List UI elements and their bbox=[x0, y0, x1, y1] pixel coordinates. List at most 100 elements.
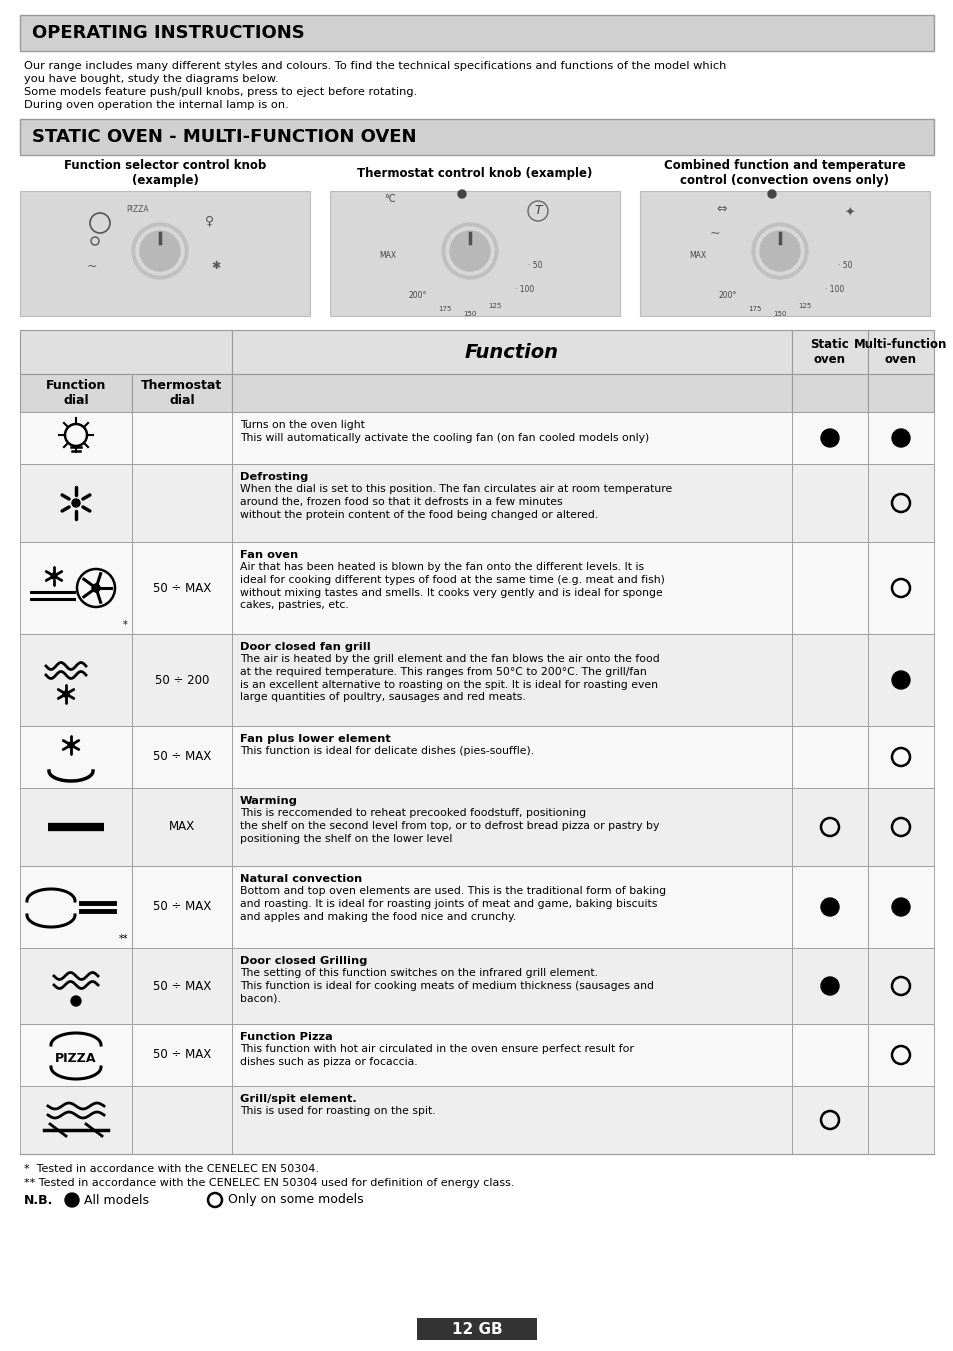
Text: MAX: MAX bbox=[169, 820, 194, 834]
Bar bbox=[132, 1024, 232, 1086]
Text: OPERATING INSTRUCTIONS: OPERATING INSTRUCTIONS bbox=[32, 24, 304, 42]
Circle shape bbox=[891, 898, 909, 916]
Bar bbox=[791, 1086, 867, 1154]
Bar bbox=[132, 1086, 232, 1154]
Text: The air is heated by the grill element and the fan blows the air onto the food
a: The air is heated by the grill element a… bbox=[240, 654, 659, 703]
Text: This is used for roasting on the spit.: This is used for roasting on the spit. bbox=[240, 1106, 436, 1116]
Text: All models: All models bbox=[84, 1193, 149, 1206]
Text: Thermostat control knob (example): Thermostat control knob (example) bbox=[357, 168, 592, 180]
Bar bbox=[232, 330, 791, 374]
Text: Bottom and top oven elements are used. This is the traditional form of baking
an: Bottom and top oven elements are used. T… bbox=[240, 886, 665, 921]
Text: Static
oven: Static oven bbox=[810, 338, 848, 366]
Bar bbox=[867, 374, 933, 412]
Bar bbox=[132, 542, 232, 634]
Text: N.B.: N.B. bbox=[24, 1193, 53, 1206]
Bar bbox=[132, 866, 232, 948]
Bar bbox=[232, 463, 791, 542]
Text: 50 ÷ MAX: 50 ÷ MAX bbox=[152, 901, 211, 913]
Text: ⇔: ⇔ bbox=[716, 203, 726, 216]
Bar bbox=[20, 412, 132, 463]
Text: This function with hot air circulated in the oven ensure perfect result for
dish: This function with hot air circulated in… bbox=[240, 1044, 633, 1067]
Bar bbox=[20, 190, 310, 316]
Bar bbox=[232, 948, 791, 1024]
Text: 175: 175 bbox=[437, 305, 451, 312]
Circle shape bbox=[767, 190, 775, 199]
Bar bbox=[20, 119, 933, 155]
Bar bbox=[416, 1319, 537, 1340]
Bar bbox=[232, 866, 791, 948]
Text: When the dial is set to this position. The fan circulates air at room temperatur: When the dial is set to this position. T… bbox=[240, 484, 672, 520]
Circle shape bbox=[51, 573, 57, 580]
Circle shape bbox=[891, 671, 909, 689]
Bar bbox=[20, 15, 933, 51]
Bar bbox=[867, 463, 933, 542]
Bar bbox=[20, 866, 132, 948]
Bar bbox=[867, 330, 933, 374]
Text: PIZZA: PIZZA bbox=[127, 204, 150, 213]
Circle shape bbox=[891, 430, 909, 447]
Text: 175: 175 bbox=[747, 305, 760, 312]
Text: · 50: · 50 bbox=[527, 262, 541, 270]
Text: During oven operation the internal lamp is on.: During oven operation the internal lamp … bbox=[24, 100, 289, 109]
Circle shape bbox=[136, 227, 184, 276]
Text: 50 ÷ MAX: 50 ÷ MAX bbox=[152, 581, 211, 594]
Text: Natural convection: Natural convection bbox=[240, 874, 362, 884]
Text: °C: °C bbox=[384, 195, 395, 204]
Text: · 50: · 50 bbox=[837, 262, 851, 270]
Circle shape bbox=[446, 227, 494, 276]
Text: Door closed Grilling: Door closed Grilling bbox=[240, 957, 367, 966]
Text: Function
dial: Function dial bbox=[46, 380, 106, 407]
Text: Multi-function
oven: Multi-function oven bbox=[854, 338, 946, 366]
Circle shape bbox=[751, 223, 807, 280]
Bar bbox=[132, 634, 232, 725]
Bar bbox=[867, 725, 933, 788]
Text: *: * bbox=[123, 620, 128, 630]
Bar bbox=[867, 542, 933, 634]
Text: Function: Function bbox=[464, 343, 558, 362]
Text: **: ** bbox=[118, 934, 128, 944]
Bar bbox=[791, 463, 867, 542]
Circle shape bbox=[755, 227, 803, 276]
Text: Door closed fan grill: Door closed fan grill bbox=[240, 642, 371, 653]
Bar bbox=[20, 1024, 132, 1086]
Text: This is reccomended to reheat precooked foodstuff, positioning
the shelf on the : This is reccomended to reheat precooked … bbox=[240, 808, 659, 843]
Text: Air that has been heated is blown by the fan onto the different levels. It is
id: Air that has been heated is blown by the… bbox=[240, 562, 664, 611]
Text: 50 ÷ MAX: 50 ÷ MAX bbox=[152, 979, 211, 993]
Text: STATIC OVEN - MULTI-FUNCTION OVEN: STATIC OVEN - MULTI-FUNCTION OVEN bbox=[32, 128, 416, 146]
Text: 50 ÷ 200: 50 ÷ 200 bbox=[154, 674, 209, 686]
Bar bbox=[791, 948, 867, 1024]
Text: MAX: MAX bbox=[689, 251, 706, 261]
Text: 200°: 200° bbox=[409, 292, 427, 300]
Circle shape bbox=[821, 430, 838, 447]
Text: ♀: ♀ bbox=[205, 215, 214, 227]
Bar bbox=[20, 542, 132, 634]
Text: T: T bbox=[534, 204, 541, 218]
Bar bbox=[867, 412, 933, 463]
Bar bbox=[791, 374, 867, 412]
Bar bbox=[20, 330, 232, 374]
Circle shape bbox=[457, 190, 465, 199]
Text: 150: 150 bbox=[773, 311, 786, 317]
Text: MAX: MAX bbox=[379, 251, 396, 261]
Bar bbox=[20, 948, 132, 1024]
Text: 12 GB: 12 GB bbox=[451, 1321, 502, 1336]
Bar bbox=[20, 374, 132, 412]
Circle shape bbox=[91, 584, 100, 592]
Bar bbox=[232, 788, 791, 866]
Circle shape bbox=[450, 231, 490, 272]
Bar bbox=[20, 1086, 132, 1154]
Text: Turns on the oven light
This will automatically activate the cooling fan (on fan: Turns on the oven light This will automa… bbox=[240, 420, 649, 443]
Bar bbox=[232, 374, 791, 412]
Text: 150: 150 bbox=[463, 311, 476, 317]
Bar bbox=[791, 1024, 867, 1086]
Text: ** Tested in accordance with the CENELEC EN 50304 used for definition of energy : ** Tested in accordance with the CENELEC… bbox=[24, 1178, 514, 1188]
Bar bbox=[132, 725, 232, 788]
Bar bbox=[132, 463, 232, 542]
Text: 50 ÷ MAX: 50 ÷ MAX bbox=[152, 751, 211, 763]
Circle shape bbox=[140, 231, 180, 272]
Text: The setting of this function switches on the infrared grill element.
This functi: The setting of this function switches on… bbox=[240, 969, 654, 1004]
Circle shape bbox=[71, 996, 81, 1006]
Bar bbox=[791, 634, 867, 725]
Bar bbox=[20, 634, 132, 725]
Text: · 100: · 100 bbox=[515, 285, 534, 293]
